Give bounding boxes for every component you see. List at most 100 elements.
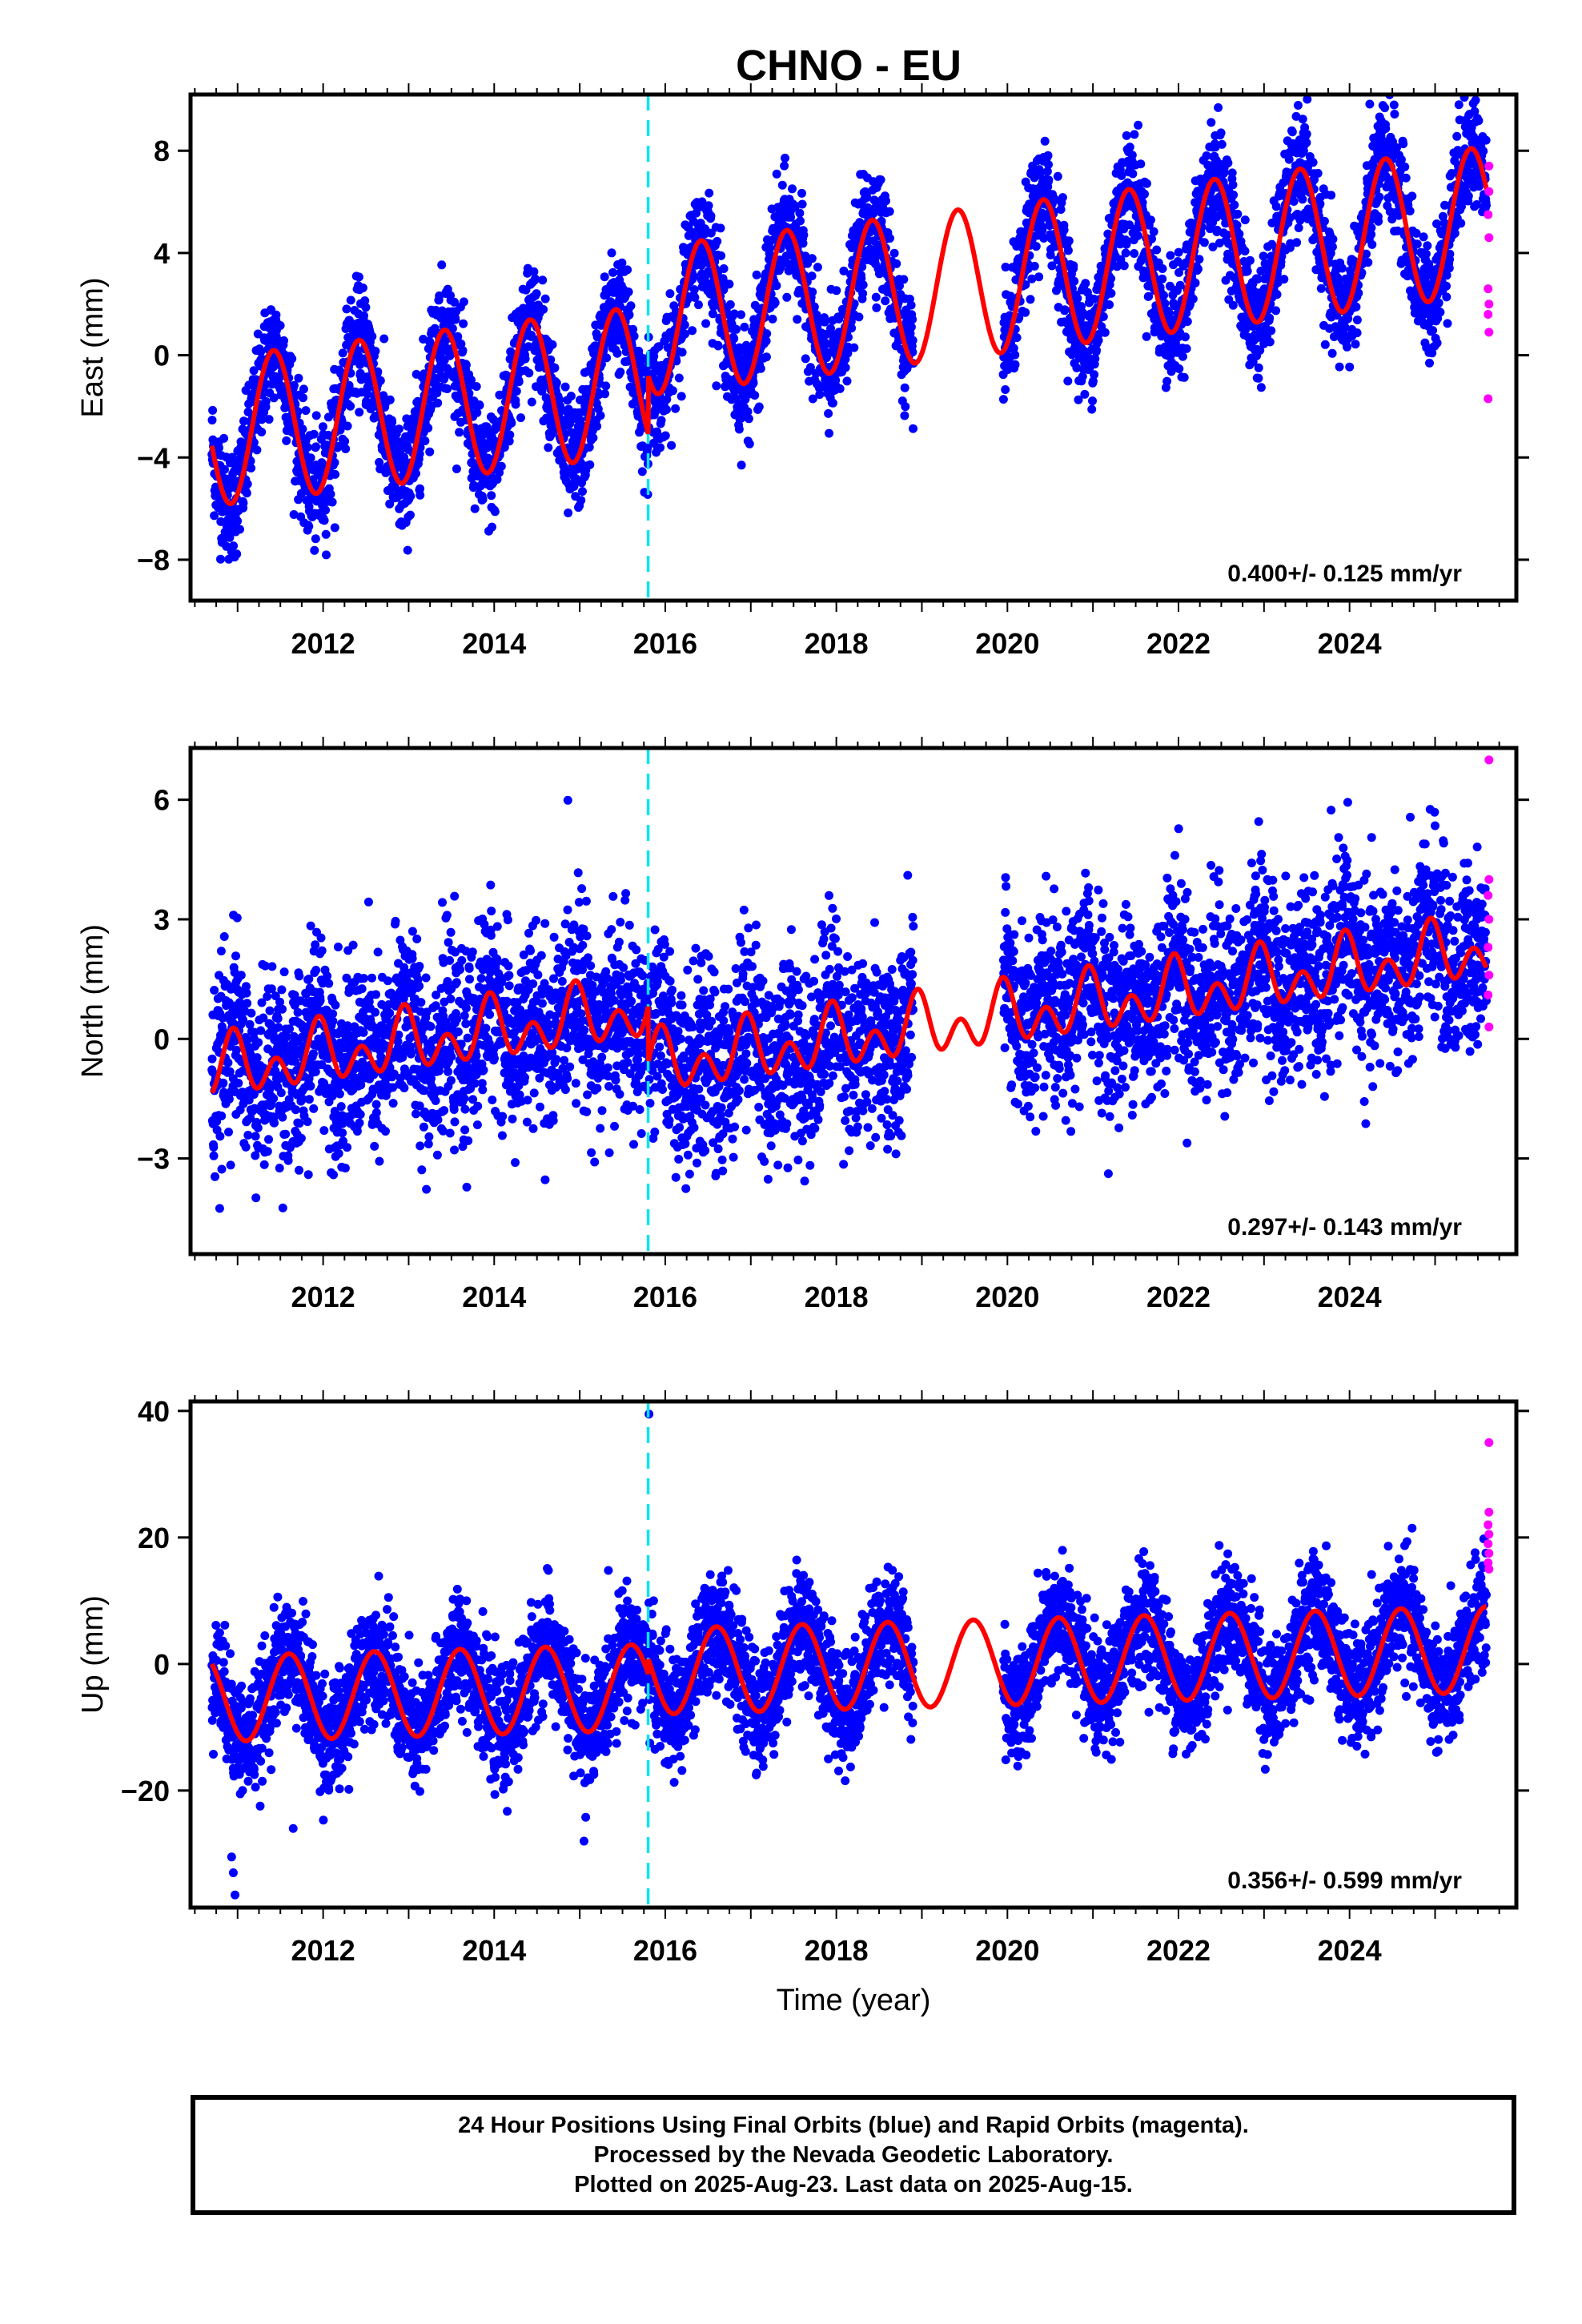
chart-title: CHNO - EU <box>736 42 962 90</box>
data-point <box>808 287 817 297</box>
data-point <box>375 457 384 467</box>
data-point <box>487 491 496 501</box>
data-point <box>706 211 716 221</box>
data-point <box>318 422 327 432</box>
data-point <box>512 387 521 396</box>
data-point <box>1259 251 1268 261</box>
data-point <box>637 467 647 476</box>
data-point <box>674 373 684 383</box>
data-point <box>1128 169 1138 179</box>
data-point <box>801 354 810 364</box>
data-point <box>624 287 633 296</box>
data-point <box>1058 193 1067 203</box>
data-point <box>235 525 244 534</box>
data-point <box>1179 372 1189 382</box>
data-point <box>1040 136 1050 146</box>
data-point <box>264 415 274 424</box>
data-point <box>889 248 899 258</box>
data-point <box>225 533 235 542</box>
data-point <box>600 389 609 399</box>
data-point <box>858 289 868 298</box>
data-point <box>1166 251 1175 260</box>
data-point <box>680 320 689 330</box>
data-point <box>1043 151 1053 160</box>
data-point <box>1419 232 1428 242</box>
data-point <box>1133 231 1142 240</box>
data-point <box>330 458 339 468</box>
data-point <box>530 274 540 283</box>
data-point <box>322 550 331 560</box>
data-point <box>216 554 225 564</box>
data-point <box>367 332 377 341</box>
data-point <box>623 265 632 275</box>
data-point <box>359 311 368 320</box>
data-point <box>1053 171 1062 181</box>
data-point <box>900 383 909 392</box>
data-point <box>532 289 541 299</box>
data-point <box>754 402 764 412</box>
data-point <box>424 424 433 432</box>
data-point <box>539 304 548 314</box>
data-point <box>761 352 771 362</box>
data-point <box>1038 226 1047 235</box>
data-point <box>470 504 480 513</box>
data-point <box>321 505 331 515</box>
data-point <box>745 439 754 448</box>
data-point <box>744 414 753 424</box>
data-point <box>1327 242 1337 251</box>
data-point <box>394 424 404 434</box>
data-point <box>1240 215 1250 225</box>
data-point <box>1444 263 1454 273</box>
data-point <box>403 545 412 555</box>
data-point <box>412 468 420 478</box>
data-point <box>311 411 321 420</box>
data-point <box>1136 159 1146 169</box>
data-point <box>1271 306 1281 316</box>
data-point <box>484 453 493 463</box>
data-point <box>415 449 424 459</box>
data-point <box>592 421 602 431</box>
data-point <box>1199 238 1209 247</box>
data-point <box>1245 255 1255 265</box>
data-point <box>600 272 609 282</box>
data-point <box>906 322 916 332</box>
data-point <box>797 199 807 209</box>
data-point <box>1060 305 1070 315</box>
data-point <box>1287 127 1297 137</box>
data-point <box>1162 376 1172 386</box>
data-point <box>1012 333 1022 343</box>
data-point <box>1351 302 1361 312</box>
data-point <box>677 348 687 357</box>
data-point <box>1456 219 1466 228</box>
data-point <box>303 443 312 452</box>
data-point <box>1152 245 1162 255</box>
data-point <box>1343 342 1351 352</box>
data-point <box>1442 281 1451 291</box>
data-point <box>375 376 385 385</box>
data-point <box>220 464 229 474</box>
data-point <box>1401 173 1411 183</box>
data-point <box>207 416 217 425</box>
data-point <box>257 428 267 436</box>
data-point <box>1070 276 1079 286</box>
data-point <box>1327 191 1336 200</box>
data-point <box>1428 326 1438 336</box>
data-point <box>885 234 894 243</box>
data-point <box>459 319 468 328</box>
data-point <box>311 534 320 544</box>
data-point <box>1142 332 1151 341</box>
data-point <box>1267 326 1276 336</box>
data-point <box>385 395 395 404</box>
data-point <box>355 408 364 417</box>
data-point <box>261 396 271 406</box>
data-point <box>701 319 711 328</box>
data-point <box>1405 207 1415 215</box>
data-point <box>1380 103 1390 113</box>
data-point <box>1149 227 1158 236</box>
data-point <box>1214 103 1223 112</box>
data-point <box>490 507 500 517</box>
data-point <box>1230 200 1239 210</box>
data-point <box>662 405 671 414</box>
data-point <box>354 272 363 282</box>
